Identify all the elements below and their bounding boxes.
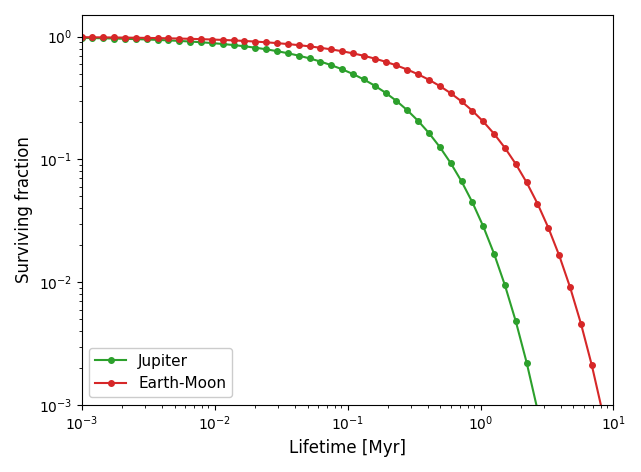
Jupiter xyxy=(251,45,259,51)
Jupiter xyxy=(262,46,270,52)
Earth-Moon xyxy=(208,37,215,42)
Earth-Moon xyxy=(414,71,422,77)
Jupiter xyxy=(349,71,357,77)
Jupiter xyxy=(360,76,368,82)
Earth-Moon xyxy=(197,36,205,42)
Earth-Moon xyxy=(360,53,368,59)
Jupiter xyxy=(78,35,85,41)
Earth-Moon xyxy=(328,47,335,52)
Earth-Moon xyxy=(251,39,259,44)
Earth-Moon xyxy=(295,42,303,48)
Y-axis label: Surviving fraction: Surviving fraction xyxy=(15,136,33,284)
Jupiter xyxy=(436,144,444,150)
Jupiter xyxy=(88,35,96,41)
Earth-Moon xyxy=(512,161,520,167)
Jupiter xyxy=(544,461,552,467)
Earth-Moon xyxy=(229,38,237,43)
Jupiter xyxy=(240,43,248,49)
Earth-Moon xyxy=(121,35,129,41)
Earth-Moon xyxy=(566,284,574,290)
Jupiter xyxy=(523,360,531,365)
Earth-Moon xyxy=(143,35,151,41)
Jupiter xyxy=(273,48,281,54)
X-axis label: Lifetime [Myr]: Lifetime [Myr] xyxy=(289,439,406,457)
Earth-Moon xyxy=(523,180,531,185)
Jupiter xyxy=(512,319,520,324)
Earth-Moon xyxy=(599,410,606,415)
Jupiter xyxy=(479,223,487,229)
Jupiter xyxy=(381,90,389,95)
Jupiter xyxy=(110,36,118,42)
Line: Earth-Moon: Earth-Moon xyxy=(79,34,616,470)
Jupiter xyxy=(229,42,237,48)
Jupiter xyxy=(328,62,335,68)
Earth-Moon xyxy=(99,34,107,40)
Earth-Moon xyxy=(610,464,617,470)
Jupiter xyxy=(447,160,454,166)
Line: Jupiter: Jupiter xyxy=(79,35,616,472)
Jupiter xyxy=(392,98,400,104)
Earth-Moon xyxy=(544,225,552,231)
Legend: Jupiter, Earth-Moon: Jupiter, Earth-Moon xyxy=(89,347,232,397)
Earth-Moon xyxy=(78,34,85,40)
Jupiter xyxy=(143,37,151,42)
Jupiter xyxy=(208,40,215,46)
Earth-Moon xyxy=(479,118,487,124)
Jupiter xyxy=(469,200,476,205)
Earth-Moon xyxy=(458,99,465,104)
Jupiter xyxy=(414,118,422,124)
Earth-Moon xyxy=(501,145,509,151)
Earth-Moon xyxy=(371,56,379,61)
Earth-Moon xyxy=(154,35,162,41)
Jupiter xyxy=(534,407,542,413)
Jupiter xyxy=(132,36,140,42)
Jupiter xyxy=(306,56,313,61)
Earth-Moon xyxy=(447,90,454,96)
Earth-Moon xyxy=(588,362,595,368)
Jupiter xyxy=(197,40,205,45)
Earth-Moon xyxy=(262,40,270,45)
Jupiter xyxy=(121,36,129,42)
Earth-Moon xyxy=(469,108,476,114)
Earth-Moon xyxy=(165,35,172,41)
Earth-Moon xyxy=(240,38,248,44)
Earth-Moon xyxy=(273,40,281,46)
Jupiter xyxy=(99,35,107,41)
Earth-Moon xyxy=(392,62,400,68)
Earth-Moon xyxy=(88,34,96,40)
Jupiter xyxy=(371,83,379,88)
Jupiter xyxy=(165,38,172,43)
Jupiter xyxy=(187,39,194,44)
Jupiter xyxy=(501,282,509,288)
Earth-Moon xyxy=(555,253,563,258)
Jupiter xyxy=(403,107,411,113)
Jupiter xyxy=(490,251,498,257)
Earth-Moon xyxy=(284,41,292,47)
Jupiter xyxy=(219,41,226,47)
Earth-Moon xyxy=(436,83,444,89)
Jupiter xyxy=(176,38,183,44)
Earth-Moon xyxy=(403,67,411,72)
Jupiter xyxy=(154,37,162,43)
Jupiter xyxy=(295,53,303,59)
Jupiter xyxy=(458,178,465,184)
Earth-Moon xyxy=(425,77,433,83)
Earth-Moon xyxy=(338,49,346,54)
Earth-Moon xyxy=(110,34,118,40)
Earth-Moon xyxy=(349,51,357,56)
Jupiter xyxy=(425,130,433,136)
Earth-Moon xyxy=(187,36,194,42)
Earth-Moon xyxy=(317,45,324,51)
Earth-Moon xyxy=(534,201,542,206)
Earth-Moon xyxy=(577,320,585,326)
Earth-Moon xyxy=(306,43,313,49)
Jupiter xyxy=(284,51,292,56)
Jupiter xyxy=(338,67,346,72)
Earth-Moon xyxy=(176,36,183,42)
Earth-Moon xyxy=(219,37,226,43)
Jupiter xyxy=(317,59,324,64)
Earth-Moon xyxy=(381,59,389,65)
Earth-Moon xyxy=(490,131,498,136)
Earth-Moon xyxy=(132,35,140,41)
